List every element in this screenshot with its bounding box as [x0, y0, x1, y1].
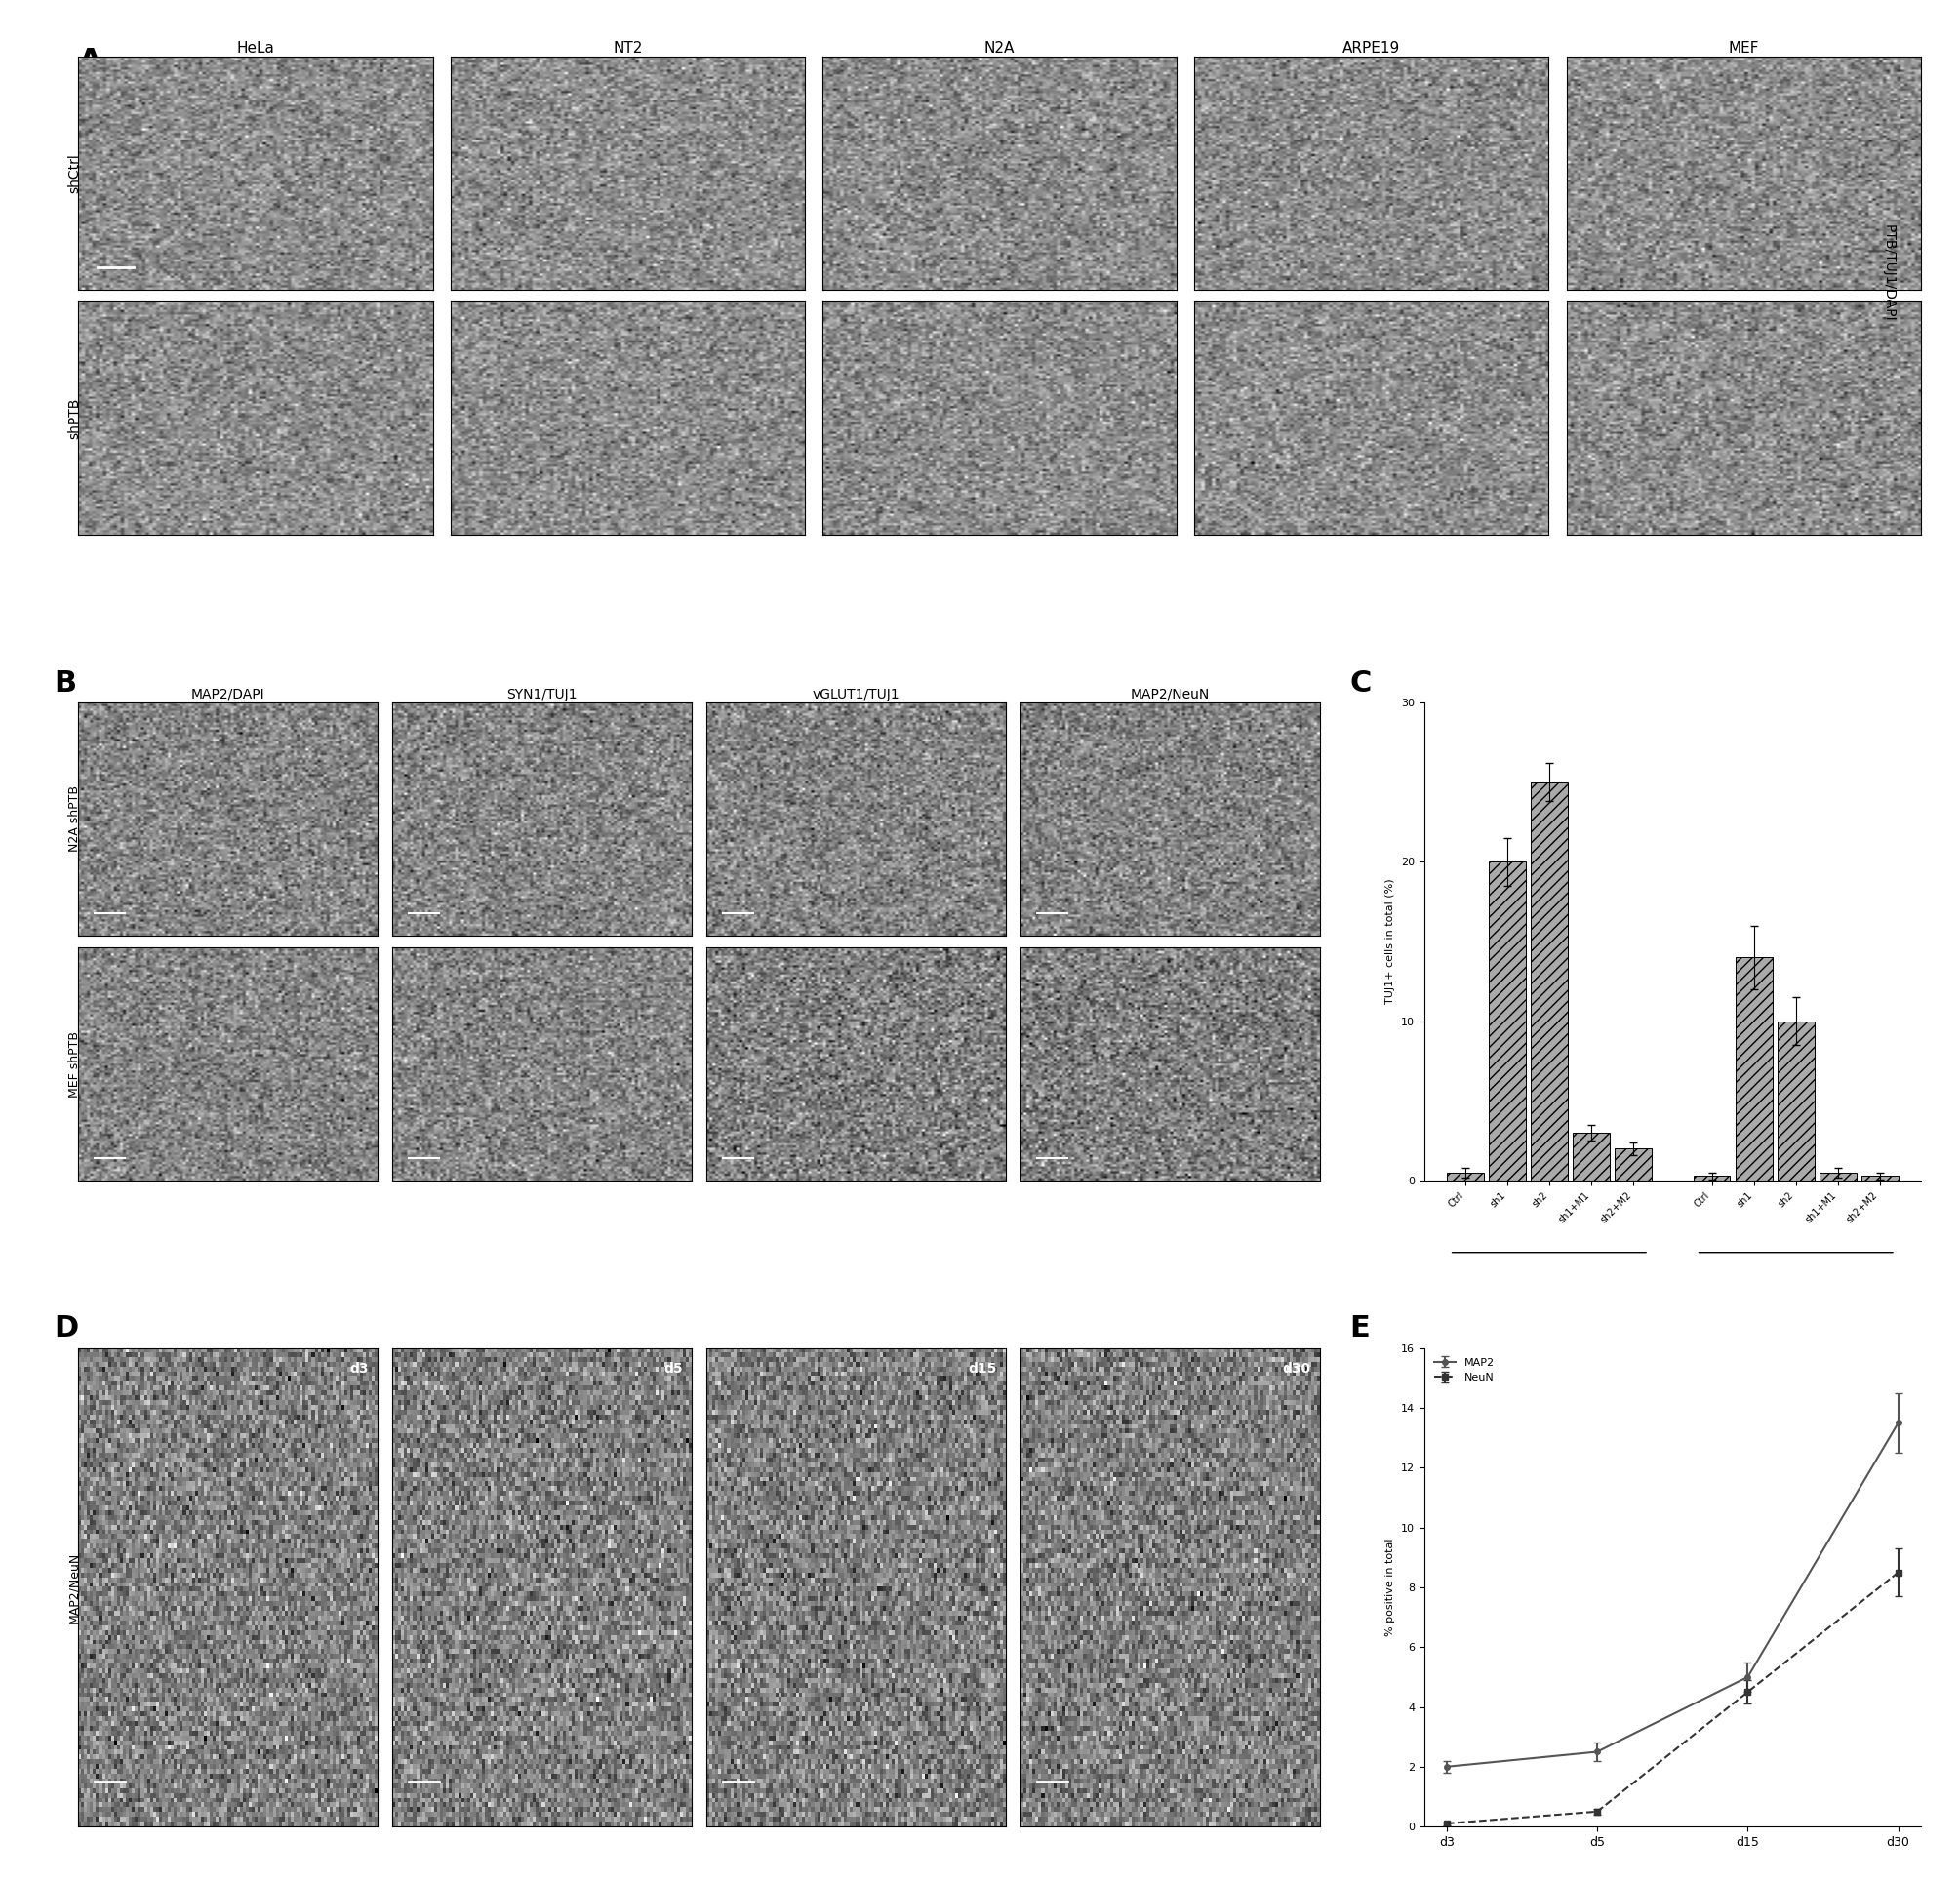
- Title: vGLUT1/TUJ1: vGLUT1/TUJ1: [813, 687, 900, 700]
- Bar: [1572, 1134, 1609, 1181]
- Title: HeLa: HeLa: [237, 41, 274, 55]
- Bar: [1735, 957, 1772, 1181]
- Y-axis label: MEF shPTB: MEF shPTB: [69, 1030, 80, 1098]
- Text: d3: d3: [349, 1363, 368, 1376]
- Title: ARPE19: ARPE19: [1343, 41, 1401, 55]
- Title: MAP2/NeuN: MAP2/NeuN: [1131, 687, 1209, 700]
- Text: A: A: [78, 47, 102, 75]
- Text: d15: d15: [968, 1363, 998, 1376]
- Text: d5: d5: [664, 1363, 682, 1376]
- Bar: [1531, 781, 1568, 1181]
- Y-axis label: N2A shPTB: N2A shPTB: [69, 785, 80, 853]
- Title: MAP2/DAPI: MAP2/DAPI: [190, 687, 265, 700]
- Y-axis label: MAP2/NeuN: MAP2/NeuN: [69, 1552, 80, 1623]
- Y-axis label: TUJ1+ cells in total (%): TUJ1+ cells in total (%): [1386, 879, 1396, 1004]
- Bar: [1778, 1021, 1815, 1181]
- Bar: [1862, 1175, 1897, 1181]
- Title: N2A: N2A: [984, 41, 1015, 55]
- Y-axis label: shPTB: shPTB: [67, 397, 80, 439]
- Bar: [1819, 1173, 1856, 1181]
- Y-axis label: % positive in total: % positive in total: [1386, 1538, 1396, 1636]
- Text: B: B: [53, 668, 76, 697]
- Text: E: E: [1350, 1314, 1370, 1343]
- Bar: [1615, 1149, 1652, 1181]
- Bar: [1693, 1175, 1731, 1181]
- Title: SYN1/TUJ1: SYN1/TUJ1: [508, 687, 578, 700]
- Y-axis label: shCtrl: shCtrl: [67, 153, 80, 194]
- Text: PTB/TUJ1/DAPI: PTB/TUJ1/DAPI: [1882, 224, 1895, 322]
- Title: NT2: NT2: [613, 41, 643, 55]
- Text: C: C: [1350, 668, 1372, 697]
- Legend: MAP2, NeuN: MAP2, NeuN: [1429, 1354, 1499, 1388]
- Title: MEF: MEF: [1729, 41, 1758, 55]
- Text: D: D: [53, 1314, 78, 1343]
- Bar: [1446, 1173, 1484, 1181]
- Bar: [1490, 862, 1525, 1181]
- Text: d30: d30: [1282, 1363, 1311, 1376]
